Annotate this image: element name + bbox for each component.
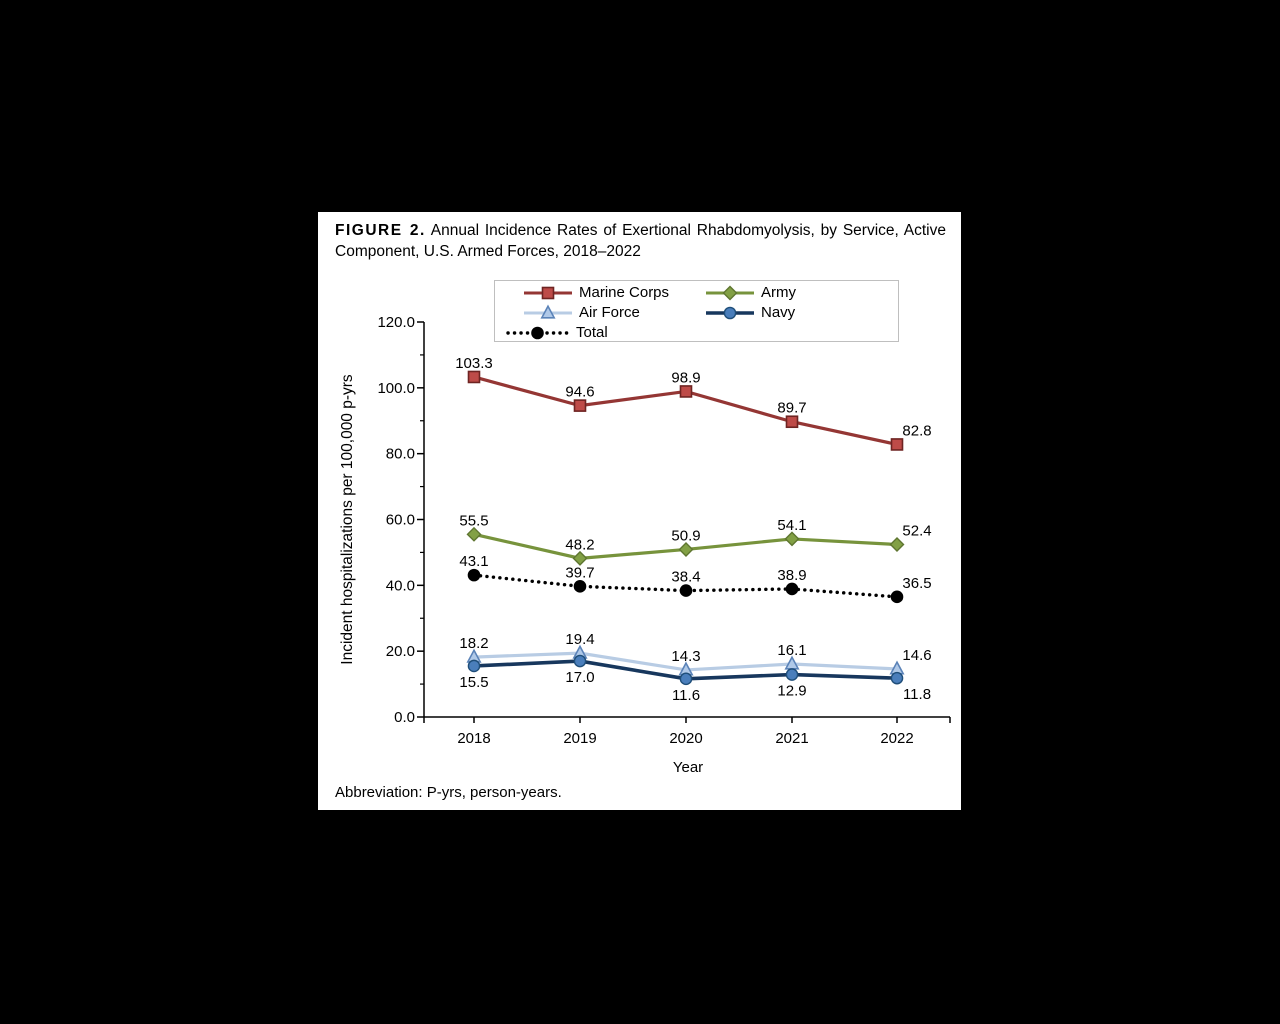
legend-marine-corps-marker-icon (524, 286, 572, 299)
data-point-marker (679, 385, 693, 398)
data-point-marker (785, 415, 799, 429)
data-point-marker (679, 672, 693, 686)
y-tick-label: 20.0 (386, 643, 415, 660)
data-label: 11.6 (672, 687, 700, 704)
data-point-marker (573, 399, 587, 412)
legend-item-army: Army (706, 283, 796, 302)
data-label: 38.9 (777, 567, 806, 584)
y-tick-label: 0.0 (394, 709, 415, 726)
x-axis-ticks: 2018 2019 2020 2021 2022 (423, 717, 951, 747)
data-point-marker (723, 306, 737, 319)
x-tick-label: 2019 (563, 730, 596, 747)
data-point-marker (572, 550, 588, 566)
x-tick-label: 2018 (457, 730, 490, 747)
y-tick-label: 120.0 (377, 314, 415, 331)
figure-title: FIGURE 2. Annual Incidence Rates of Exer… (335, 220, 946, 262)
data-point-marker (890, 671, 904, 685)
data-point-marker (890, 590, 904, 604)
data-label: 17.0 (565, 669, 594, 686)
data-point-marker (785, 582, 799, 596)
data-point-marker (540, 304, 556, 319)
data-label: 103.3 (455, 355, 493, 372)
x-tick-label: 2020 (669, 730, 702, 747)
data-label: 43.1 (459, 553, 488, 570)
data-point-marker (679, 584, 693, 597)
legend-army-marker-icon (706, 285, 754, 300)
data-point-marker (573, 654, 587, 668)
figure-label: FIGURE 2. (335, 222, 426, 239)
legend-navy-marker-icon (706, 306, 754, 319)
chart-canvas: 0.0 20.0 40.0 60.0 80.0 100.0 120.0 2018 2019 202… (339, 314, 951, 776)
data-label: 94.6 (565, 384, 594, 401)
data-label: 89.7 (777, 400, 806, 417)
axis-title-x: Year (673, 759, 703, 776)
series-marine-corps: 103.3 94.6 98.9 89.7 82.8 (455, 355, 932, 451)
data-point-marker (678, 541, 694, 557)
data-label: 52.4 (902, 523, 931, 540)
legend-item-air-force: Air Force (524, 303, 640, 322)
data-label: 15.5 (459, 674, 488, 691)
y-tick-label: 80.0 (386, 446, 415, 463)
legend-item-navy: Navy (706, 303, 795, 322)
legend-item-marine-corps: Marine Corps (524, 283, 669, 302)
legend-total-marker-icon (506, 326, 569, 339)
legend-label: Total (576, 324, 608, 341)
data-point-marker (467, 659, 481, 673)
series-line (472, 573, 899, 599)
y-tick-label: 60.0 (386, 512, 415, 529)
data-point-marker (784, 531, 800, 547)
y-tick-label: 100.0 (377, 380, 415, 397)
data-label: 38.4 (671, 569, 700, 586)
data-label: 55.5 (459, 512, 488, 529)
data-label: 98.9 (671, 369, 700, 386)
data-point-marker (531, 326, 544, 339)
x-tick-label: 2021 (775, 730, 808, 747)
series-army: 55.5 48.2 50.9 54.1 52.4 (459, 512, 932, 566)
legend-label: Army (761, 284, 796, 301)
data-label: 54.1 (777, 517, 806, 534)
axis-title-y: Incident hospitalizations per 100,000 p-… (339, 374, 356, 665)
data-point-marker (722, 285, 738, 300)
y-tick-label: 40.0 (386, 577, 415, 594)
data-label: 39.7 (565, 564, 594, 581)
series-total: 43.1 39.7 38.4 38.9 36.5 (459, 553, 932, 604)
data-label: 14.6 (902, 647, 931, 664)
data-label: 16.1 (777, 642, 806, 659)
data-label: 11.8 (903, 686, 931, 703)
data-point-marker (890, 438, 904, 451)
figure-title-text: Annual Incidence Rates of Exertional Rha… (335, 222, 946, 260)
data-point-marker (467, 568, 481, 582)
chart-legend: Marine Corps Army Air Force Navy Total (494, 280, 899, 342)
figure-panel: FIGURE 2. Annual Incidence Rates of Exer… (318, 212, 961, 810)
data-point-marker (467, 370, 481, 384)
data-label: 12.9 (777, 683, 806, 700)
legend-label: Navy (761, 304, 796, 321)
data-point-marker (889, 537, 905, 553)
legend-air-force-marker-icon (524, 304, 572, 319)
data-point-marker (466, 526, 482, 542)
data-label: 18.2 (459, 635, 488, 652)
legend-label: Marine Corps (579, 284, 670, 301)
data-point-marker (541, 286, 555, 299)
line-chart: 0.0 20.0 40.0 60.0 80.0 100.0 120.0 2018 2019 202… (318, 212, 961, 810)
y-axis-ticks: 0.0 20.0 40.0 60.0 80.0 100.0 120.0 (377, 314, 424, 726)
data-label: 50.9 (671, 527, 700, 544)
data-point-marker (785, 668, 799, 681)
data-label: 36.5 (902, 575, 931, 592)
data-label: 19.4 (565, 631, 594, 648)
abbreviation-note: Abbreviation: P-yrs, person-years. (335, 784, 562, 801)
data-label: 82.8 (902, 422, 931, 439)
series-navy: 15.5 17.0 11.6 12.9 11.8 (459, 654, 931, 704)
legend-label: Air Force (579, 304, 640, 321)
x-tick-label: 2022 (880, 730, 913, 747)
legend-item-total: Total (506, 323, 608, 342)
series-air-force: 18.2 19.4 14.3 16.1 14.6 (459, 631, 932, 676)
data-label: 14.3 (671, 648, 700, 665)
data-label: 48.2 (565, 536, 594, 553)
data-point-marker (573, 580, 587, 593)
